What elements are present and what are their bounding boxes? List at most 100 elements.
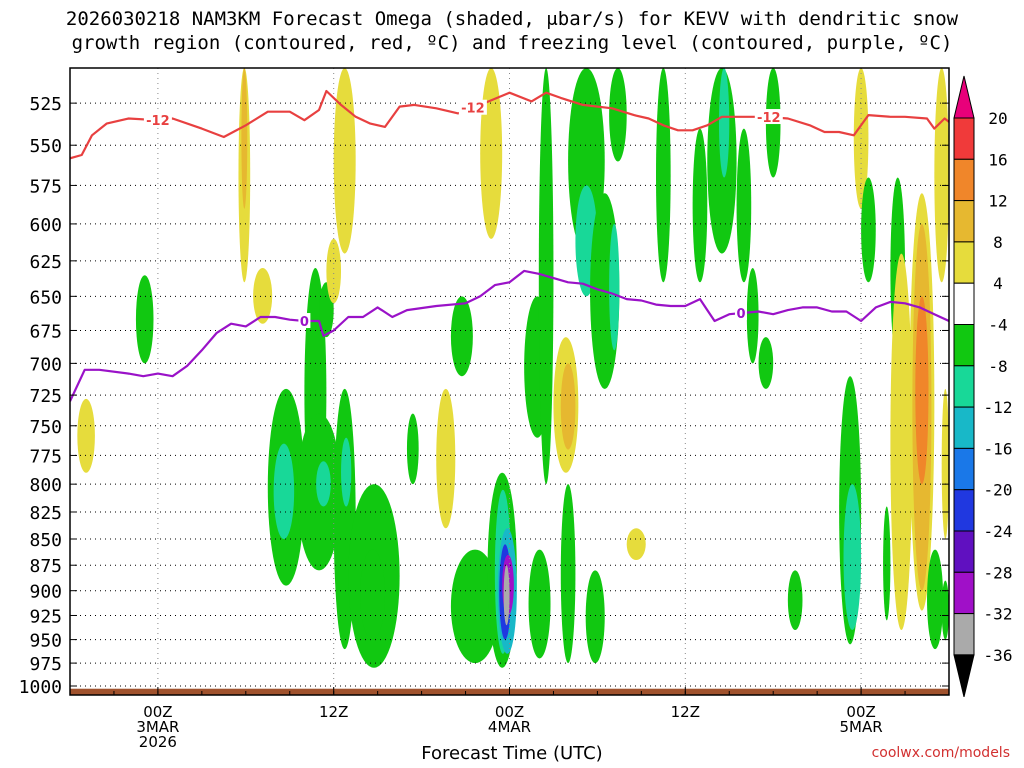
omega-cell (692, 128, 708, 283)
colorbar-label: 4 (993, 274, 1003, 293)
contour-label: -12 (757, 111, 781, 126)
y-tick-label: 575 (29, 176, 62, 197)
y-tick-label: 675 (29, 321, 62, 342)
contour-label: -12 (146, 114, 170, 129)
colorbar-box (953, 571, 975, 615)
colorbar-label: 12 (988, 192, 1007, 211)
omega-cell (736, 128, 752, 283)
y-tick-label: 850 (29, 530, 62, 551)
omega-shading (70, 68, 949, 695)
contour-label: 0 (300, 315, 309, 330)
x-tick-label: 2026 (139, 733, 177, 751)
x-tick-label: 00Z (495, 703, 524, 721)
colorbar-label: -4 (988, 316, 1007, 335)
colorbar-box (953, 117, 975, 160)
colorbar-box (953, 241, 975, 284)
contour-label-bg (298, 313, 311, 329)
y-tick-label: 725 (29, 386, 62, 407)
omega-cell (436, 388, 456, 529)
y-tick-label: 900 (29, 582, 62, 603)
omega-cell (326, 238, 342, 304)
omega-cell (333, 68, 356, 254)
y-tick-label: 600 (29, 215, 62, 236)
x-tick-label: 3MAR (136, 718, 179, 736)
omega-cell (609, 68, 627, 162)
colorbar-cap-top (953, 75, 975, 119)
contour-label: 0 (736, 307, 745, 322)
omega-cell (360, 549, 385, 640)
colorbar-label: -24 (984, 522, 1013, 541)
x-axis-label: Forecast Time (UTC) (421, 743, 603, 764)
temperature-contours: -12 -12 -12 0 0 (70, 89, 949, 402)
colorbar-box (953, 447, 975, 491)
omega-cell (528, 549, 551, 659)
omega-cell (273, 443, 295, 539)
colorbar-label: -28 (984, 563, 1013, 582)
axes: 525 550 575 600 625 650 675 700 725 750 775 800 825 8… (19, 94, 950, 751)
chart-title-line2: growth region (contoured, red, ºC) and f… (71, 32, 953, 54)
colorbar-label: 8 (993, 233, 1003, 252)
y-tick-label: 525 (29, 94, 62, 115)
y-tick-label: 775 (29, 446, 62, 467)
site-credit: coolwx.com/models (871, 745, 1010, 761)
y-tick-label: 650 (29, 287, 62, 308)
colorbar-label: 16 (988, 150, 1007, 169)
x-tick-label: 12Z (319, 703, 348, 721)
omega-cell (941, 388, 949, 539)
omega-cell (718, 68, 730, 178)
colorbar-box (953, 158, 975, 202)
contour-label: -12 (461, 102, 485, 117)
colorbar-cap-bottom (953, 654, 975, 698)
omega-cell (241, 68, 248, 209)
omega-cell (406, 413, 419, 485)
omega-cell (503, 565, 510, 626)
omega-cell (450, 296, 473, 377)
contour-label-bg (143, 112, 172, 128)
colorbar-label: -20 (984, 481, 1013, 500)
colorbar-box (953, 365, 975, 408)
omega-cell (746, 268, 759, 364)
contour-label-bg (754, 109, 783, 125)
omega-cell (915, 296, 929, 485)
y-tick-label: 875 (29, 556, 62, 577)
omega-cell (135, 275, 154, 364)
colorbar-box (953, 324, 975, 367)
colorbar-label: -36 (984, 646, 1013, 665)
y-tick-label: 825 (29, 503, 62, 524)
colorbar-box (953, 282, 975, 326)
colorbar-box (953, 530, 975, 573)
colorbar-box (953, 613, 975, 656)
x-tick-label: 5MAR (840, 718, 883, 736)
colorbar-label: -16 (984, 439, 1013, 458)
x-tick-label: 12Z (671, 703, 700, 721)
chart-title-line1: 2026030218 NAM3KM Forecast Omega (shaded… (65, 8, 959, 30)
omega-cell (656, 68, 671, 283)
colorbar-label: -12 (984, 398, 1013, 417)
colorbar-box (953, 406, 975, 449)
y-tick-label: 950 (29, 631, 62, 652)
omega-cell (560, 363, 576, 450)
omega-cell (934, 68, 949, 283)
colorbar-label: -32 (984, 605, 1013, 624)
y-tick-label: 975 (29, 654, 62, 675)
omega-cell (316, 461, 331, 507)
omega-cell (941, 580, 949, 640)
y-tick-label: 800 (29, 475, 62, 496)
x-tick-label: 00Z (143, 703, 172, 721)
y-tick-label: 625 (29, 252, 62, 273)
contour-line (70, 269, 949, 402)
omega-cell (341, 437, 352, 507)
omega-cell (609, 223, 620, 351)
omega-cell (253, 268, 273, 324)
omega-cell (560, 484, 576, 664)
omega-cell (843, 484, 862, 631)
contour-label-bg (458, 99, 487, 115)
y-tick-label: 700 (29, 354, 62, 375)
omega-cell (787, 570, 803, 631)
colorbar-box (953, 489, 975, 532)
omega-cell (927, 549, 944, 650)
omega-cell (77, 398, 95, 473)
colorbar-box (953, 200, 975, 243)
contour-label-bg (734, 305, 747, 321)
